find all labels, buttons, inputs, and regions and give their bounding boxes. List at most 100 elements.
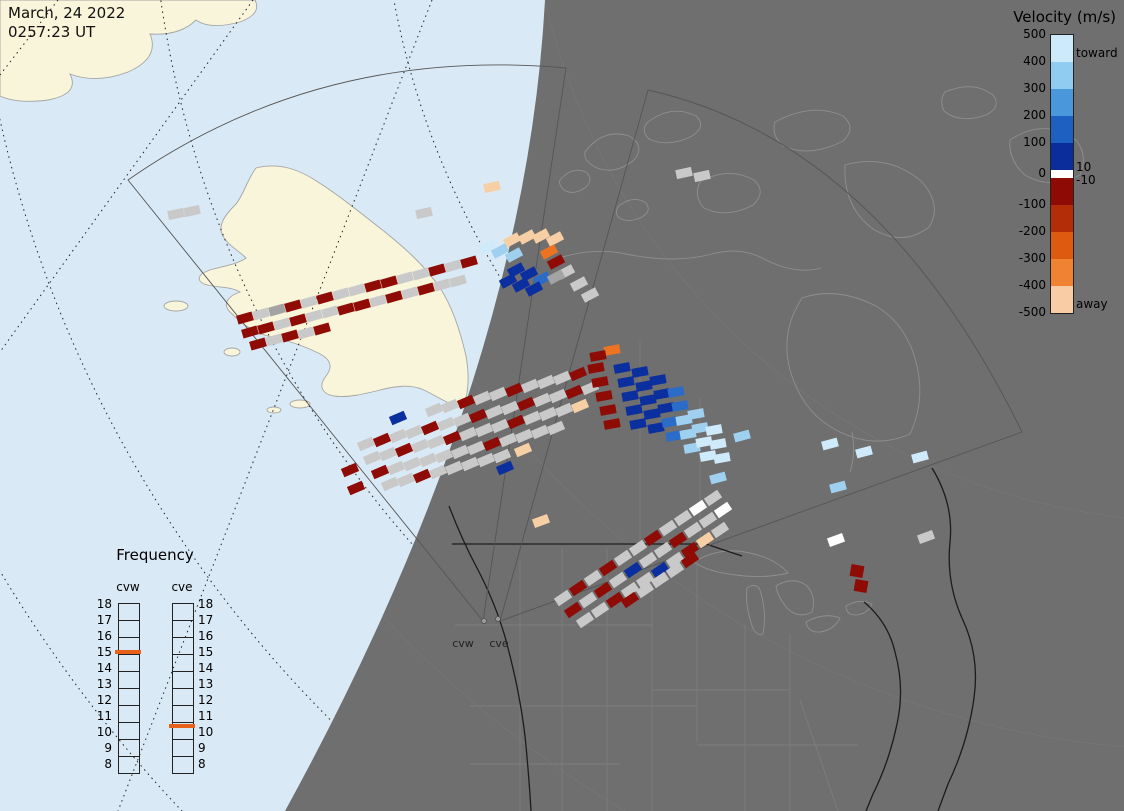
radar-data-cell	[415, 206, 433, 220]
frequency-tick-label: 17	[198, 613, 214, 627]
toward-label: toward	[1076, 46, 1118, 60]
velocity-tick-label: -400	[1018, 278, 1046, 292]
radar-data-cell	[683, 442, 701, 454]
frequency-box	[118, 603, 140, 621]
frequency-tick-label: 15	[198, 645, 214, 659]
radar-data-cell	[564, 384, 584, 400]
radar-data-cell	[442, 430, 462, 446]
radar-data-cell	[643, 529, 663, 547]
velocity-colorbar-segment	[1051, 178, 1073, 205]
frequency-tick-label: 12	[96, 693, 112, 707]
frequency-box	[172, 620, 194, 638]
velocity-legend-title: Velocity (m/s)	[1013, 8, 1116, 26]
radar-data-cell	[578, 591, 598, 609]
radar-data-cell	[388, 410, 408, 426]
velocity-colorbar-segment	[1051, 143, 1073, 170]
radar-data-cell	[570, 398, 590, 414]
radar-data-cell	[281, 329, 299, 343]
velocity-colorbar-segment	[1051, 205, 1073, 232]
radar-data-cell	[513, 442, 533, 458]
frequency-box	[172, 654, 194, 672]
radar-data-cell	[348, 283, 366, 297]
velocity-colorbar	[1050, 34, 1074, 314]
radar-data-cell	[444, 259, 462, 273]
radar-data-cell	[605, 591, 625, 609]
radar-data-cell	[418, 452, 438, 468]
radar-data-cell	[613, 549, 633, 567]
radar-data-cell	[511, 277, 531, 293]
frequency-box	[172, 688, 194, 706]
frequency-tick-label: 17	[96, 613, 112, 627]
radar-data-cell	[483, 180, 501, 194]
frequency-marker-cvw	[115, 650, 141, 654]
radar-data-cell	[460, 255, 478, 269]
radar-data-cell	[599, 404, 617, 416]
radar-data-cell	[580, 287, 600, 303]
frequency-tick-label: 16	[96, 629, 112, 643]
radar-data-cell	[426, 434, 446, 450]
radar-data-cell	[539, 244, 559, 260]
radar-data-cell	[709, 438, 727, 450]
radar-data-cell	[522, 410, 542, 426]
radar-data-cell	[621, 390, 639, 402]
radar-data-cell	[506, 414, 526, 430]
radar-data-cell	[635, 380, 653, 392]
radar-data-cell	[466, 440, 486, 456]
radar-data-cell	[490, 418, 510, 434]
radar-data-cell	[638, 551, 658, 569]
radar-data-cell	[424, 402, 444, 418]
radar-sites: cvw cve	[452, 616, 509, 650]
frequency-tick-label: 12	[198, 693, 214, 707]
radar-data-cell	[412, 468, 432, 484]
frequency-box	[118, 705, 140, 723]
radar-data-cell	[404, 424, 424, 440]
radar-data-cell	[444, 460, 464, 476]
radar-data-cell	[695, 531, 715, 549]
radar-data-cell	[428, 464, 448, 480]
velocity-tick-label: 500	[1023, 27, 1046, 41]
radar-data-cell	[569, 276, 589, 292]
radar-data-cell	[519, 266, 539, 282]
radar-data-cell	[661, 416, 679, 428]
radar-data-cell	[687, 408, 705, 420]
radar-data-cell	[625, 404, 643, 416]
velocity-colorbar-segment	[1051, 286, 1073, 313]
cvw-site-dot	[481, 618, 487, 624]
radar-data-cell	[305, 309, 323, 323]
radar-data-cell	[284, 299, 302, 313]
radar-data-cell	[428, 263, 446, 277]
frequency-box	[118, 671, 140, 689]
radar-data-cell	[568, 579, 588, 597]
radar-data-cell	[410, 438, 430, 454]
radar-data-cell	[821, 437, 839, 451]
radar-data-cell	[316, 291, 334, 305]
radar-data-cell	[388, 428, 408, 444]
radar-data-cell	[517, 229, 537, 245]
radar-data-cell	[532, 392, 552, 408]
day-landmasses	[0, 0, 469, 414]
radar-data-cell	[698, 511, 718, 529]
frequency-tick-label: 16	[198, 629, 214, 643]
frequency-box	[118, 739, 140, 757]
radar-data-cell	[460, 456, 480, 472]
radar-data-cell	[332, 287, 350, 301]
velocity-colorbar-segment	[1051, 89, 1073, 116]
frequency-tick-label: 18	[96, 597, 112, 611]
radar-data-cell	[665, 561, 685, 579]
frequency-tick-label: 8	[104, 757, 112, 771]
velocity-colorbar-segment	[1051, 62, 1073, 89]
state-boundaries	[455, 342, 858, 811]
radar-data-cell	[705, 424, 723, 436]
radar-data-cell	[629, 418, 647, 430]
radar-data-cell	[911, 450, 929, 464]
radar-data-cell	[321, 305, 339, 319]
frequency-tick-label: 14	[198, 661, 214, 675]
radar-data-cell	[268, 303, 286, 317]
radar-data-cell	[396, 271, 414, 285]
radar-data-cell	[693, 169, 711, 183]
cvw-site-label: cvw	[452, 637, 474, 650]
radar-data-cell	[482, 436, 502, 452]
radar-data-cell	[417, 282, 435, 296]
frequency-tick-label: 13	[96, 677, 112, 691]
